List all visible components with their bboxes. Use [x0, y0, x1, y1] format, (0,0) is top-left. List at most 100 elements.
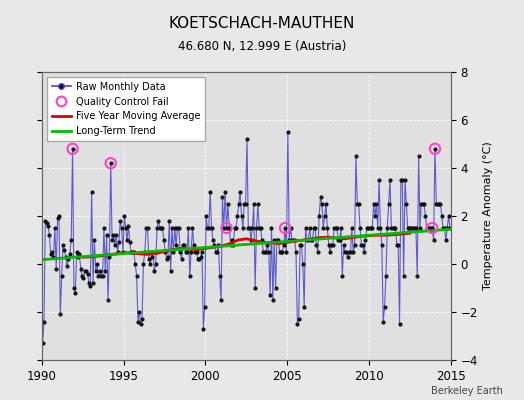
Point — [433, 201, 442, 207]
Point — [162, 256, 171, 262]
Point — [214, 242, 223, 248]
Point — [179, 242, 187, 248]
Point — [143, 225, 151, 231]
Point — [128, 249, 137, 255]
Point — [296, 242, 304, 248]
Point — [260, 249, 269, 255]
Point — [126, 239, 134, 246]
Point — [219, 194, 227, 200]
Point — [221, 189, 230, 195]
Point — [272, 237, 281, 243]
Point — [413, 273, 421, 279]
Point — [220, 225, 228, 231]
Point — [345, 249, 353, 255]
Point — [180, 242, 189, 248]
Point — [83, 270, 92, 277]
Point — [137, 321, 145, 327]
Point — [75, 251, 84, 258]
Point — [382, 273, 390, 279]
Point — [67, 237, 75, 243]
Point — [68, 146, 77, 152]
Point — [129, 249, 138, 255]
Point — [330, 225, 339, 231]
Point — [358, 242, 367, 248]
Point — [138, 316, 146, 322]
Point — [38, 340, 47, 346]
Point — [243, 136, 251, 142]
Point — [165, 218, 173, 224]
Point — [231, 225, 239, 231]
Point — [156, 225, 164, 231]
Point — [178, 256, 186, 262]
Point — [56, 311, 64, 318]
Point — [416, 225, 424, 231]
Point — [402, 201, 411, 207]
Point — [311, 225, 319, 231]
Point — [421, 213, 430, 219]
Point — [63, 263, 71, 270]
Point — [292, 249, 300, 255]
Point — [267, 225, 276, 231]
Point — [199, 326, 208, 332]
Point — [127, 249, 135, 255]
Point — [77, 266, 85, 272]
Point — [338, 273, 346, 279]
Point — [133, 273, 141, 279]
Point — [51, 225, 59, 231]
Point — [60, 246, 69, 253]
Point — [410, 225, 419, 231]
Point — [150, 268, 158, 274]
Point — [81, 268, 89, 274]
Point — [188, 225, 196, 231]
Point — [288, 237, 296, 243]
Point — [237, 213, 246, 219]
Point — [124, 222, 133, 229]
Point — [59, 242, 67, 248]
Point — [49, 254, 58, 260]
Point — [351, 242, 359, 248]
Point — [444, 213, 453, 219]
Point — [371, 213, 379, 219]
Point — [255, 225, 264, 231]
Point — [169, 249, 178, 255]
Point — [313, 249, 322, 255]
Point — [154, 218, 162, 224]
Point — [147, 254, 156, 260]
Point — [307, 237, 315, 243]
Point — [362, 237, 370, 243]
Point — [109, 232, 117, 238]
Point — [321, 213, 329, 219]
Point — [85, 280, 93, 286]
Point — [119, 249, 127, 255]
Point — [190, 242, 198, 248]
Point — [82, 268, 90, 274]
Point — [282, 249, 291, 255]
Point — [369, 201, 378, 207]
Point — [101, 268, 110, 274]
Point — [271, 285, 280, 291]
Point — [372, 201, 380, 207]
Point — [135, 309, 144, 315]
Point — [428, 225, 436, 231]
Point — [412, 225, 420, 231]
Point — [352, 153, 360, 159]
Point — [55, 213, 63, 219]
Point — [78, 273, 86, 279]
Point — [341, 249, 350, 255]
Text: 46.680 N, 12.999 E (Austria): 46.680 N, 12.999 E (Austria) — [178, 40, 346, 53]
Point — [299, 261, 307, 267]
Point — [222, 225, 231, 231]
Point — [185, 273, 194, 279]
Point — [380, 304, 389, 310]
Point — [202, 213, 210, 219]
Point — [440, 225, 449, 231]
Point — [196, 254, 205, 260]
Point — [45, 232, 53, 238]
Point — [106, 160, 115, 166]
Point — [105, 254, 114, 260]
Point — [236, 189, 244, 195]
Point — [183, 249, 191, 255]
Point — [409, 225, 417, 231]
Point — [344, 254, 352, 260]
Point — [58, 273, 66, 279]
